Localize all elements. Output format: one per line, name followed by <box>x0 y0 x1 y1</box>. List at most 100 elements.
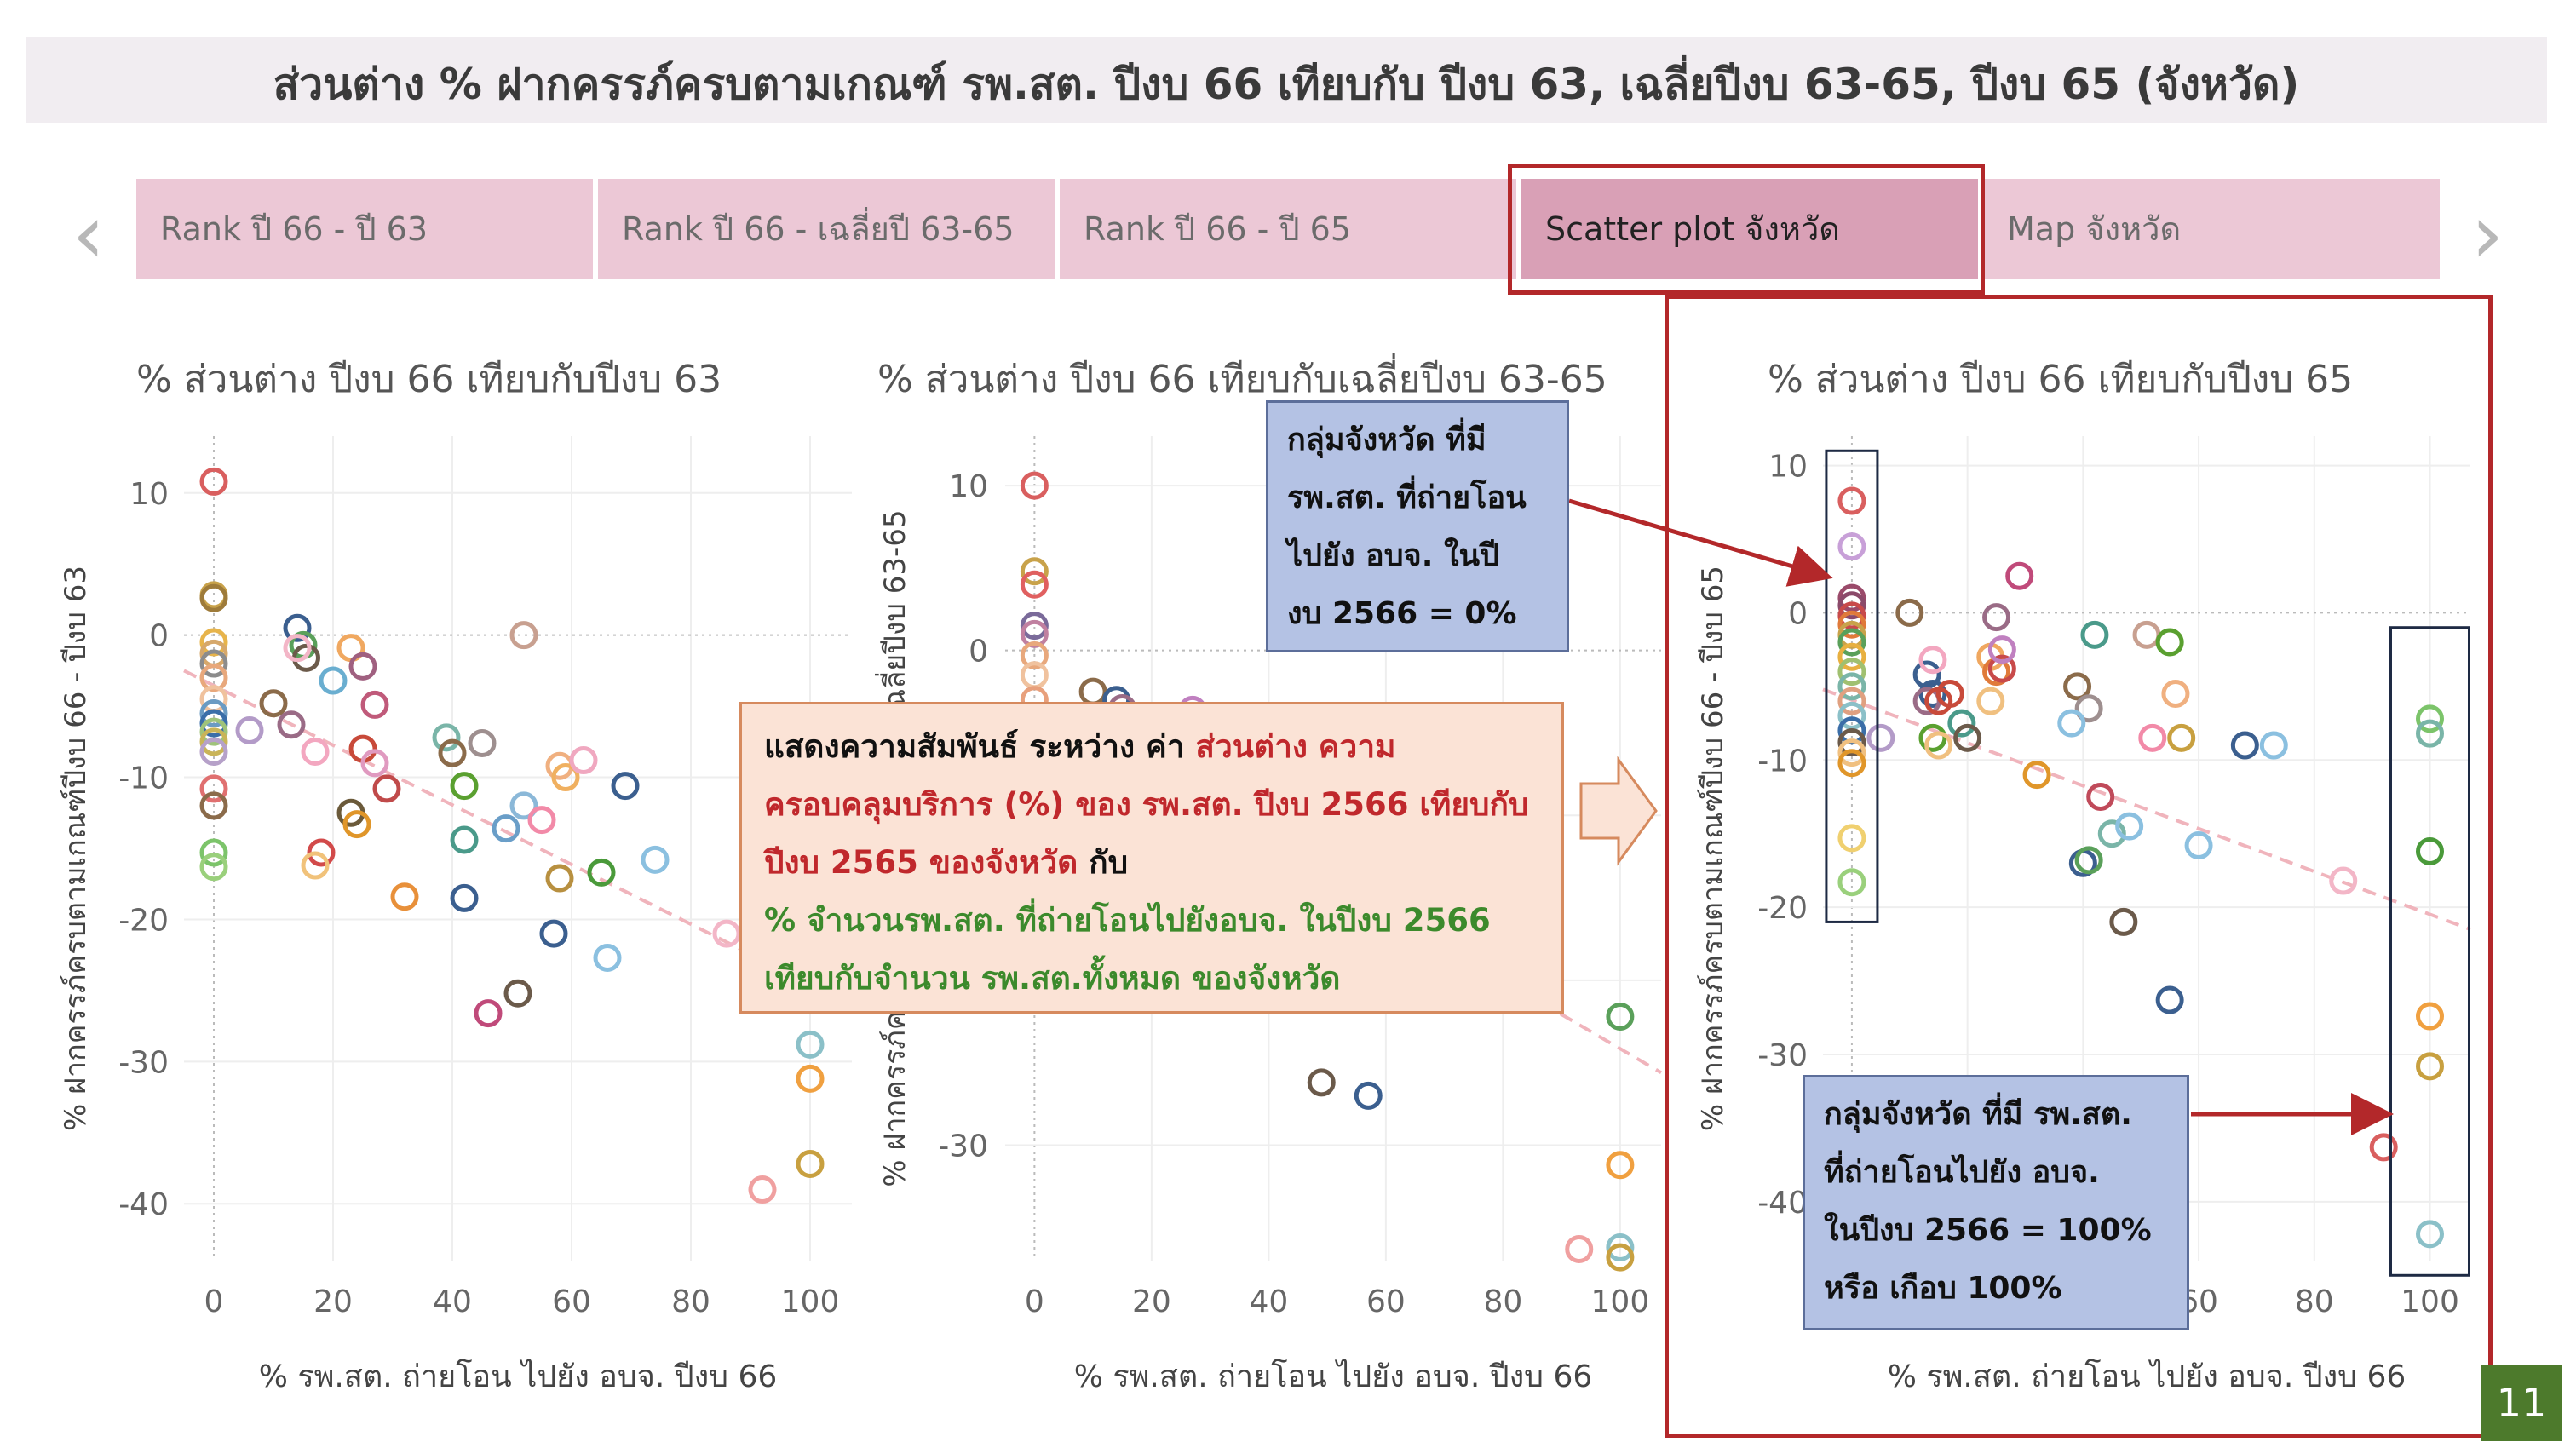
data-point <box>2057 709 2086 738</box>
y-tick-label: -10 <box>1757 744 1808 779</box>
x-tick-label: 80 <box>1483 1284 1522 1319</box>
data-point <box>1837 824 1866 853</box>
data-point <box>2132 620 2161 649</box>
arrow-to-zero-group <box>1568 498 1833 587</box>
callout-zero-group: กลุ่มจังหวัด ที่มี รพ.สต. ที่ถ่ายโอน ไปย… <box>1266 400 1569 652</box>
page-number-badge: 11 <box>2481 1365 2562 1441</box>
explain-line-2: ครอบคลุมบริการ (%) ของ รพ.สต. ปีงบ 2566 … <box>764 786 1529 823</box>
x-axis-label: % รพ.สต. ถ่ายโอน ไปยัง อบจ. ปีงบ 66 <box>259 1359 778 1394</box>
y-axis-label: % ฝากครรภ์ครบตามเกณฑ์ปีงบ 66 - ปีงบ 65 <box>1696 566 1730 1131</box>
data-point <box>1020 619 1049 648</box>
data-point <box>450 772 479 801</box>
data-point <box>199 738 228 767</box>
data-point <box>199 628 228 657</box>
data-point <box>2416 1052 2444 1081</box>
prev-arrow-icon[interactable]: ‹ <box>72 187 106 282</box>
x-tick-label: 60 <box>1366 1284 1406 1319</box>
data-point <box>199 838 228 867</box>
data-point <box>593 944 622 973</box>
data-point <box>1837 868 1866 897</box>
x-tick-label: 0 <box>204 1284 224 1319</box>
y-tick-label: -30 <box>118 1045 169 1080</box>
data-point <box>1837 687 1866 715</box>
data-point <box>611 772 640 801</box>
data-point <box>2155 985 2184 1014</box>
tab-rank-66-65[interactable]: Rank ปี 66 - ปี 65 <box>1060 179 1516 279</box>
data-point <box>1020 471 1049 500</box>
third-chart-frame <box>1665 295 2493 1438</box>
title-band: ส่วนต่าง % ฝากครรภ์ครบตามเกณฑ์ รพ.สต. ปี… <box>26 37 2547 123</box>
data-point <box>1982 603 2011 632</box>
y-tick-label: 10 <box>129 477 169 512</box>
y-tick-label: 0 <box>969 635 988 669</box>
data-point <box>468 728 497 757</box>
data-point <box>2416 704 2444 733</box>
x-tick-label: 40 <box>1249 1284 1288 1319</box>
data-point <box>1565 1234 1594 1263</box>
active-tab-frame <box>1508 164 1985 295</box>
x-tick-label: 80 <box>671 1284 710 1319</box>
tab-rank-66-63[interactable]: Rank ปี 66 - ปี 63 <box>136 179 593 279</box>
data-point <box>199 664 228 692</box>
data-point <box>1307 1068 1336 1097</box>
data-point <box>1020 557 1049 586</box>
next-arrow-icon[interactable]: › <box>2470 187 2504 282</box>
tab-map-province[interactable]: Map จังหวัด <box>1983 179 2440 279</box>
data-point <box>319 666 348 695</box>
data-point <box>1078 677 1107 706</box>
data-point <box>1935 680 1964 708</box>
callout-line: ในปีงบ 2566 = 100% <box>1824 1213 2152 1248</box>
data-point <box>2155 628 2184 657</box>
hundred-group-box <box>2389 626 2470 1277</box>
data-point <box>2115 812 2144 841</box>
data-point <box>259 689 288 718</box>
callout-line: งบ 2566 = 0% <box>1287 596 1517 631</box>
data-point <box>360 690 389 719</box>
data-point <box>2086 783 2115 811</box>
data-point <box>199 583 228 612</box>
callout-line: ไปยัง อบจ. ในปี <box>1287 538 1499 573</box>
data-point <box>569 746 598 775</box>
data-point <box>796 1030 825 1059</box>
data-point <box>2329 866 2358 895</box>
data-point <box>641 845 670 874</box>
y-tick-label: 0 <box>149 619 169 654</box>
data-point <box>2074 846 2103 875</box>
data-point <box>2416 1220 2444 1249</box>
data-point <box>1837 672 1866 701</box>
explain-line-3: ปีงบ 2565 ของจังหวัด กับ <box>764 844 1129 881</box>
data-point <box>1837 738 1866 767</box>
data-point <box>587 858 616 887</box>
x-tick-label: 100 <box>781 1284 840 1319</box>
data-point <box>2416 836 2444 865</box>
x-tick-label: 40 <box>433 1284 472 1319</box>
data-point <box>1837 486 1866 515</box>
data-point <box>2161 680 2190 708</box>
data-point <box>1918 646 1947 675</box>
chart-title: % ส่วนต่าง ปีงบ 66 เทียบกับปีงบ 65 <box>1768 358 2353 401</box>
chart-title: % ส่วนต่าง ปีงบ 66 เทียบกับปีงบ 63 <box>136 358 722 401</box>
data-point <box>2184 831 2213 860</box>
data-point <box>1895 598 1924 627</box>
y-tick-label: -40 <box>1757 1186 1808 1221</box>
data-point <box>492 814 520 843</box>
data-point <box>1918 680 1947 708</box>
data-point <box>1606 1243 1635 1272</box>
data-point <box>796 1064 825 1093</box>
data-point <box>307 838 336 867</box>
callout-hundred-group: กลุ่มจังหวัด ที่มี รพ.สต. ที่ถ่ายโอนไปยั… <box>1803 1075 2189 1330</box>
tab-rank-66-avg-63-65[interactable]: Rank ปี 66 - เฉลี่ยปี 63-65 <box>598 179 1055 279</box>
data-point <box>2109 907 2138 936</box>
y-tick-label: -30 <box>1757 1038 1808 1073</box>
x-tick-label: 100 <box>2401 1284 2459 1319</box>
callout-explanation: แสดงความสัมพันธ์ ระหว่าง ค่า ส่วนต่าง คว… <box>739 702 1564 1014</box>
scatter-chart-66-vs-63: % ส่วนต่าง ปีงบ 66 เทียบกับปีงบ 63 0 20 40 6… <box>59 358 853 1394</box>
data-point <box>283 613 312 642</box>
data-point <box>438 738 467 767</box>
y-tick-label: -20 <box>118 903 169 938</box>
data-point <box>342 810 371 839</box>
tab-scatter-province[interactable]: Scatter plot จังหวัด <box>1521 179 1978 279</box>
data-point <box>1837 749 1866 778</box>
data-point <box>1947 709 1976 738</box>
